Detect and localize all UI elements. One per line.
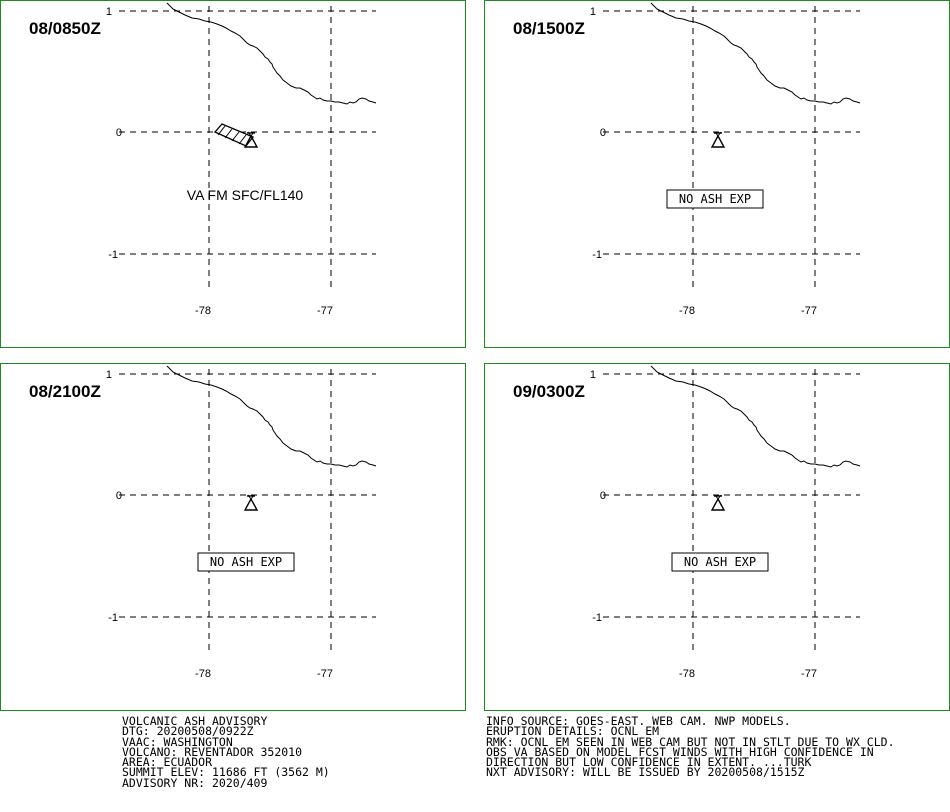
forecast-panel: 1 0 -1 -78 -77 NO ASH EXP 08/1: [484, 0, 950, 348]
no-ash-box: NO ASH EXP: [671, 552, 769, 572]
lat-label-m1: -1: [592, 612, 602, 624]
border-line: [166, 365, 377, 468]
forecast-panel: 1 0 -1 -78 -77 VA FM SFC/F: [0, 0, 466, 348]
advisory-line: DIRECTION BUT LOW CONFIDENCE IN EXTENT. …: [486, 755, 812, 770]
advisory-line: OBS VA BASED ON MODEL FCST WINDS WITH HI…: [486, 744, 874, 759]
lat-label-1: 1: [106, 6, 112, 18]
lat-label-1: 1: [590, 6, 596, 18]
border-line: [166, 2, 377, 105]
no-ash-label: NO ASH EXP: [684, 555, 756, 569]
lat-label-0: 0: [600, 127, 606, 139]
panel-time: 08/1500Z: [513, 19, 585, 38]
map-svg: 1 0 -1 -78 -77 NO ASH EXP: [590, 365, 861, 680]
lon-label-77: -77: [317, 668, 333, 680]
border-line: [650, 365, 861, 468]
lat-label-0: 0: [116, 127, 122, 139]
advisory-line: VOLCANO: REVENTADOR 352010: [122, 744, 303, 759]
panel-time: 08/2100Z: [29, 382, 101, 401]
volcano-icon: [243, 131, 259, 148]
advisory-right-text: INFO SOURCE: GOES-EAST. WEB CAM. NWP MOD…: [486, 714, 895, 780]
advisory-line: DTG: 20200508/0922Z: [122, 724, 254, 739]
lat-label-0: 0: [600, 490, 606, 502]
lon-label-77: -77: [801, 305, 817, 317]
volcano-icon: [710, 131, 726, 148]
lon-label-77: -77: [317, 305, 333, 317]
lon-label-78: -78: [195, 305, 211, 317]
map-svg: 1 0 -1 -78 -77 VA FM SFC/F: [106, 2, 377, 317]
advisory-line: NXT ADVISORY: WILL BE ISSUED BY 20200508…: [486, 765, 805, 780]
va-level-label: VA FM SFC/FL140: [187, 187, 304, 203]
no-ash-box: NO ASH EXP: [666, 189, 764, 209]
panel-time: 09/0300Z: [513, 382, 585, 401]
lon-label-78: -78: [679, 305, 695, 317]
map-svg: 1 0 -1 -78 -77 NO ASH EXP: [106, 365, 377, 680]
lon-label-78: -78: [679, 668, 695, 680]
advisory-line: VAAC: WASHINGTON: [122, 734, 233, 749]
lat-label-m1: -1: [108, 249, 118, 261]
volcano-icon: [243, 494, 259, 511]
lon-label-77: -77: [801, 668, 817, 680]
advisory-left-text: VOLCANIC ASH ADVISORY DTG: 20200508/0922Z…: [122, 714, 330, 790]
advisory-line: AREA: ECUADOR: [122, 755, 213, 770]
advisory-line: INFO SOURCE: GOES-EAST. WEB CAM. NWP MOD…: [486, 714, 791, 728]
advisory-line: SUMMIT ELEV: 11686 FT (3562 M): [122, 765, 330, 780]
volcano-icon: [710, 494, 726, 511]
advisory-line: ERUPTION DETAILS: OCNL EM: [486, 724, 660, 739]
forecast-panel: 1 0 -1 -78 -77 NO ASH EXP 09/0: [484, 363, 950, 711]
no-ash-label: NO ASH EXP: [679, 192, 751, 206]
lat-label-1: 1: [590, 369, 596, 381]
no-ash-box: NO ASH EXP: [197, 552, 295, 572]
advisory-line: VOLCANIC ASH ADVISORY: [122, 714, 268, 728]
no-ash-label: NO ASH EXP: [210, 555, 282, 569]
panel-time: 08/0850Z: [29, 19, 101, 38]
lat-label-1: 1: [106, 369, 112, 381]
forecast-panel: 1 0 -1 -78 -77 NO ASH EXP 08/2: [0, 363, 466, 711]
advisory-line: RMK: OCNL EM SEEN IN WEB CAM BUT NOT IN …: [486, 734, 895, 749]
lon-label-78: -78: [195, 668, 211, 680]
border-line: [650, 2, 861, 105]
ash-area: [213, 123, 255, 147]
lat-label-m1: -1: [592, 249, 602, 261]
map-svg: 1 0 -1 -78 -77 NO ASH EXP: [590, 2, 861, 317]
advisory-line: ADVISORY NR: 2020/409: [122, 775, 268, 790]
lat-label-0: 0: [116, 490, 122, 502]
lat-label-m1: -1: [108, 612, 118, 624]
